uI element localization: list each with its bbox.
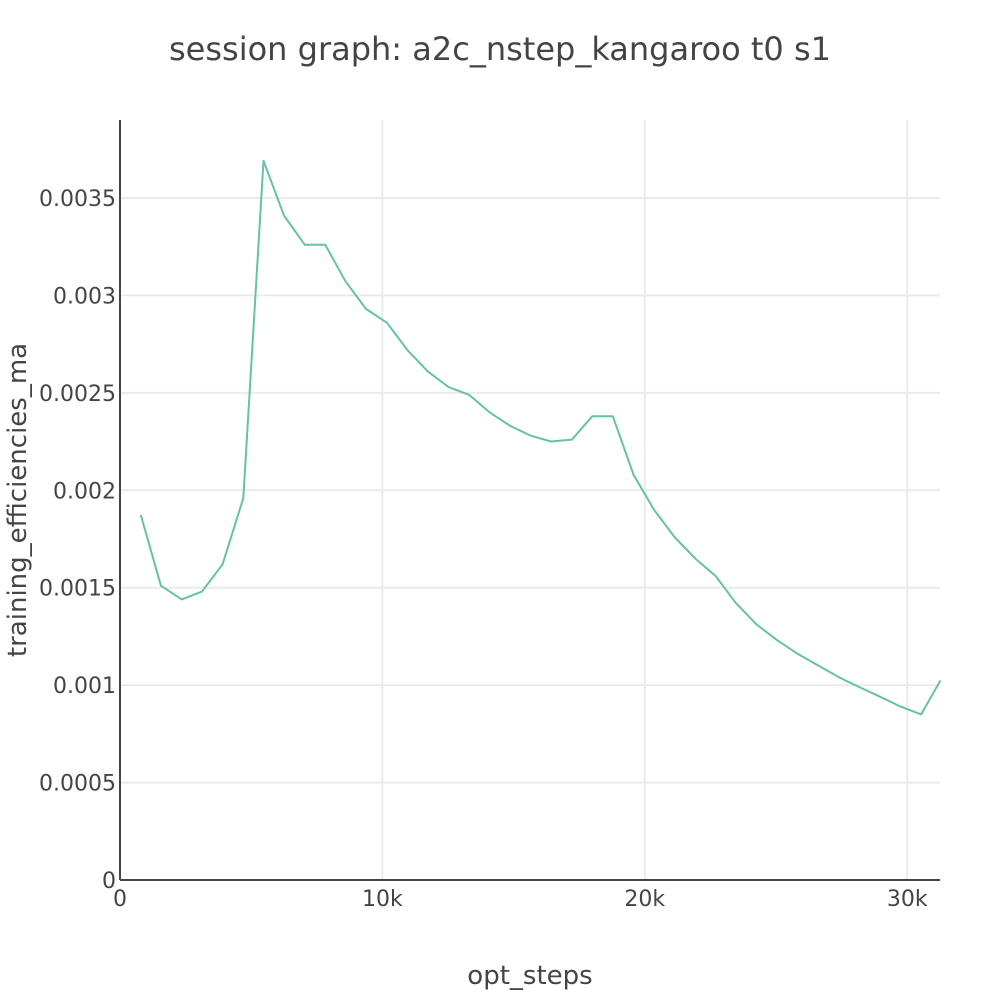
y-axis-title: training_efficiencies_ma: [3, 343, 33, 657]
x-tick-label: 30k: [887, 887, 928, 912]
x-tick-label: 20k: [624, 887, 665, 912]
chart-title: session graph: a2c_nstep_kangaroo t0 s1: [169, 30, 831, 68]
y-tick-label: 0.0035: [39, 187, 116, 212]
y-tick-label: 0.0015: [39, 577, 116, 602]
y-tick-label: 0.0025: [39, 382, 116, 407]
y-tick-label: 0.002: [53, 479, 116, 504]
y-tick-label: 0.001: [53, 674, 116, 699]
grid-layer: [120, 120, 940, 880]
x-axis-title: opt_steps: [467, 961, 592, 991]
axis-layer: [119, 120, 940, 881]
series-line: [140, 159, 941, 716]
x-tick-label: 0: [113, 887, 127, 912]
y-tick-label: 0.003: [53, 284, 116, 309]
y-tick-label: 0.0005: [39, 772, 116, 797]
tick-label-layer: 0 0.0005 0.001 0.0015 0.002 0.0025 0.003 0.0035…: [39, 187, 928, 912]
y-tick-label: 0: [102, 869, 116, 894]
x-tick-label: 10k: [362, 887, 403, 912]
series-layer: [140, 159, 941, 716]
